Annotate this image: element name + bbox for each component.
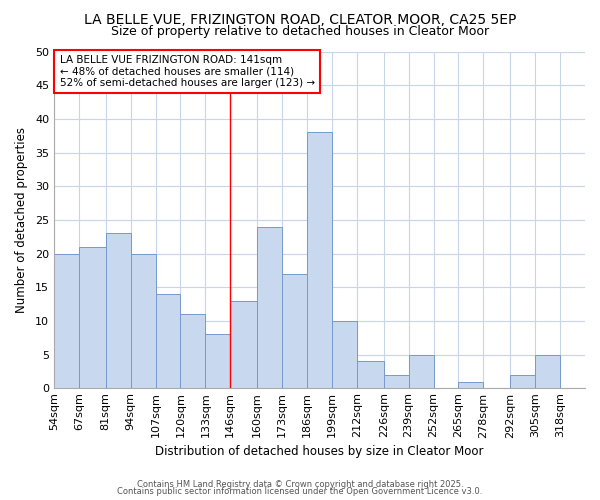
Text: Contains public sector information licensed under the Open Government Licence v3: Contains public sector information licen… <box>118 488 482 496</box>
Bar <box>332 321 357 388</box>
Bar <box>357 362 383 388</box>
Bar <box>510 375 535 388</box>
X-axis label: Distribution of detached houses by size in Cleator Moor: Distribution of detached houses by size … <box>155 444 484 458</box>
Bar <box>205 334 230 388</box>
Bar <box>257 226 282 388</box>
Bar <box>79 247 106 388</box>
Text: Contains HM Land Registry data © Crown copyright and database right 2025.: Contains HM Land Registry data © Crown c… <box>137 480 463 489</box>
Bar <box>131 254 155 388</box>
Y-axis label: Number of detached properties: Number of detached properties <box>15 127 28 313</box>
Text: Size of property relative to detached houses in Cleator Moor: Size of property relative to detached ho… <box>111 25 489 38</box>
Bar <box>106 234 131 388</box>
Bar <box>155 294 181 388</box>
Bar <box>307 132 332 388</box>
Text: LA BELLE VUE, FRIZINGTON ROAD, CLEATOR MOOR, CA25 5EP: LA BELLE VUE, FRIZINGTON ROAD, CLEATOR M… <box>84 12 516 26</box>
Bar <box>282 274 307 388</box>
Bar <box>383 375 409 388</box>
Bar <box>409 354 434 388</box>
Bar <box>181 314 205 388</box>
Bar <box>535 354 560 388</box>
Bar <box>230 300 257 388</box>
Bar <box>54 254 79 388</box>
Text: LA BELLE VUE FRIZINGTON ROAD: 141sqm
← 48% of detached houses are smaller (114)
: LA BELLE VUE FRIZINGTON ROAD: 141sqm ← 4… <box>59 55 315 88</box>
Bar <box>458 382 484 388</box>
